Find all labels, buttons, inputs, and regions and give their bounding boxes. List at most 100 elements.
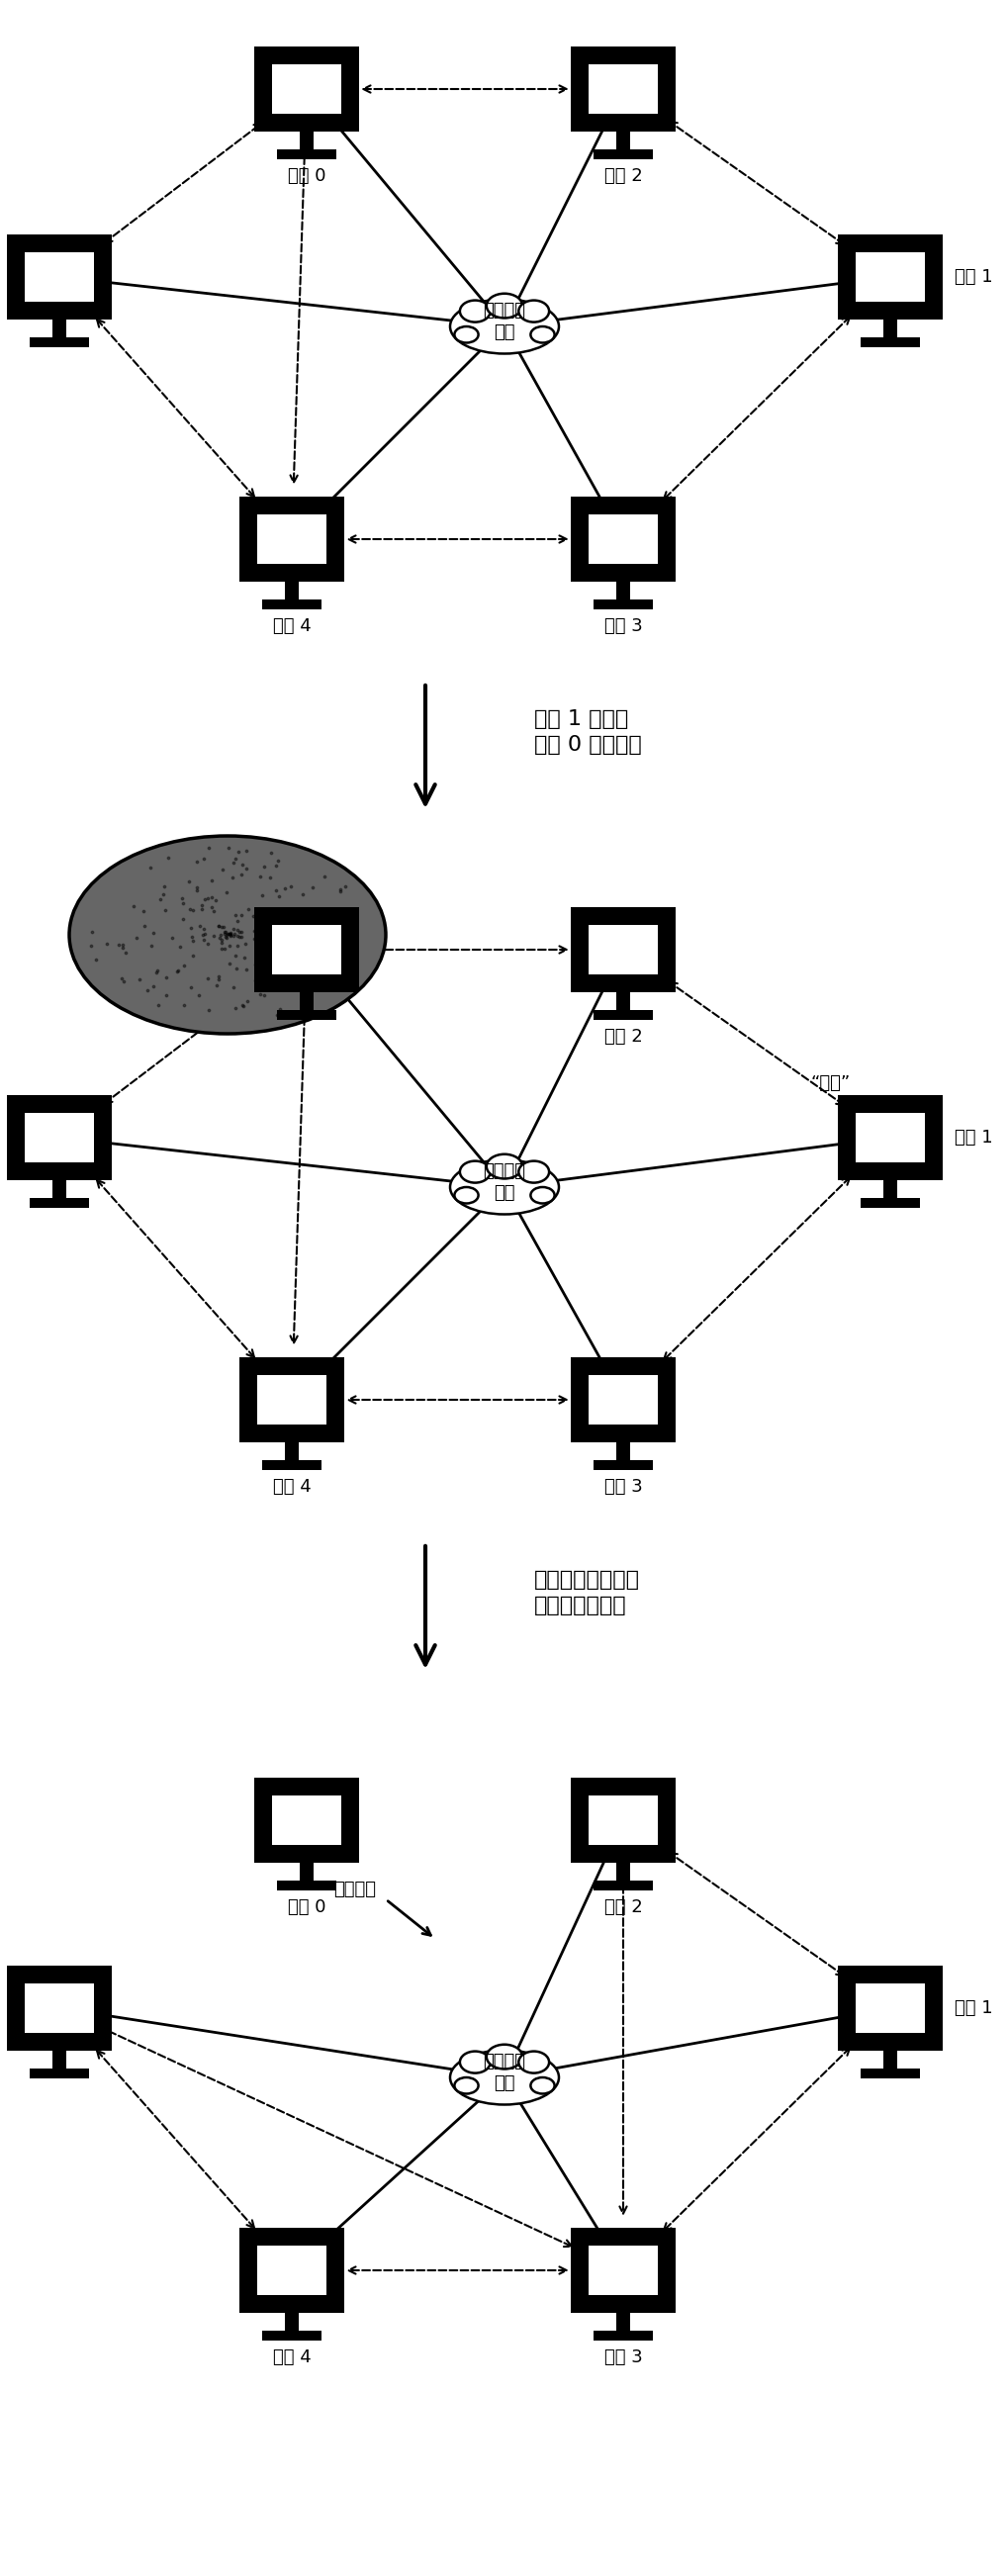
- Point: [286, 927, 302, 969]
- Point: [252, 958, 268, 999]
- Point: [83, 925, 99, 966]
- Bar: [589, 515, 658, 564]
- Bar: [272, 1795, 342, 1844]
- Bar: [616, 1862, 630, 1880]
- Point: [228, 948, 244, 989]
- Point: [247, 917, 263, 958]
- Point: [256, 845, 272, 886]
- Point: [240, 981, 256, 1023]
- Point: [255, 933, 271, 974]
- Bar: [257, 515, 327, 564]
- Point: [347, 896, 363, 938]
- Bar: [838, 1965, 942, 2050]
- Bar: [7, 1965, 112, 2050]
- Bar: [861, 1198, 920, 1208]
- Point: [288, 958, 304, 999]
- Ellipse shape: [519, 1162, 549, 1182]
- Point: [155, 873, 171, 914]
- Text: 节点 4: 节点 4: [272, 2349, 311, 2367]
- Point: [297, 907, 313, 948]
- Point: [307, 904, 324, 945]
- Bar: [239, 2228, 345, 2313]
- Point: [129, 917, 145, 958]
- Bar: [29, 1198, 89, 1208]
- Point: [268, 938, 284, 979]
- Text: 物理连接
网络: 物理连接 网络: [483, 1162, 526, 1203]
- Bar: [254, 907, 359, 992]
- Ellipse shape: [451, 2050, 558, 2105]
- Bar: [277, 149, 337, 160]
- Point: [227, 914, 243, 956]
- Point: [234, 855, 250, 896]
- Ellipse shape: [455, 327, 479, 343]
- Bar: [616, 2313, 630, 2331]
- Point: [220, 912, 236, 953]
- Bar: [861, 2069, 920, 2079]
- Text: 节点 0: 节点 0: [287, 1899, 326, 1917]
- Text: 节点 1: 节点 1: [955, 1999, 993, 2017]
- Point: [184, 920, 201, 961]
- Point: [219, 917, 235, 958]
- Point: [196, 909, 212, 951]
- Bar: [262, 600, 322, 611]
- Bar: [616, 582, 630, 600]
- Bar: [838, 1095, 942, 1180]
- Bar: [571, 46, 675, 131]
- Point: [262, 858, 278, 899]
- Point: [300, 953, 317, 994]
- Text: 节点 4: 节点 4: [272, 1479, 311, 1497]
- Point: [230, 832, 246, 873]
- Point: [223, 914, 239, 956]
- Point: [200, 878, 216, 920]
- Text: 物理连接
网络: 物理连接 网络: [483, 301, 526, 343]
- Point: [236, 987, 252, 1028]
- Point: [250, 899, 266, 940]
- Bar: [856, 1113, 925, 1162]
- Point: [182, 889, 199, 930]
- Point: [254, 904, 270, 945]
- Bar: [277, 1010, 337, 1020]
- Ellipse shape: [70, 837, 386, 1033]
- Point: [118, 933, 134, 974]
- Point: [114, 927, 130, 969]
- Point: [169, 951, 185, 992]
- Text: 节点 2: 节点 2: [604, 1028, 642, 1046]
- Bar: [25, 1984, 94, 2032]
- Point: [214, 920, 230, 961]
- Point: [282, 866, 298, 907]
- Point: [289, 938, 305, 979]
- Point: [194, 889, 210, 930]
- Point: [235, 984, 251, 1025]
- Bar: [285, 2313, 298, 2331]
- Bar: [594, 1461, 653, 1471]
- Point: [175, 884, 192, 925]
- Point: [279, 938, 295, 979]
- Point: [204, 886, 220, 927]
- Text: 节点 3: 节点 3: [604, 1479, 642, 1497]
- Point: [217, 927, 233, 969]
- Point: [226, 966, 242, 1007]
- Point: [309, 969, 326, 1010]
- Bar: [616, 992, 630, 1010]
- Point: [140, 969, 156, 1010]
- Point: [204, 876, 220, 917]
- Point: [295, 894, 311, 935]
- Point: [256, 974, 272, 1015]
- Bar: [883, 1180, 897, 1198]
- Point: [188, 842, 205, 884]
- Text: 节点 2: 节点 2: [604, 1899, 642, 1917]
- Point: [115, 961, 131, 1002]
- Point: [223, 912, 239, 953]
- Point: [184, 889, 201, 930]
- Point: [222, 914, 238, 956]
- Point: [250, 930, 266, 971]
- Text: 节点 0: 节点 0: [287, 167, 326, 185]
- Bar: [299, 1862, 313, 1880]
- Point: [152, 878, 168, 920]
- Point: [238, 829, 254, 871]
- Point: [332, 943, 348, 984]
- Point: [226, 914, 242, 956]
- Point: [266, 935, 282, 976]
- Point: [204, 860, 220, 902]
- Bar: [571, 1358, 675, 1443]
